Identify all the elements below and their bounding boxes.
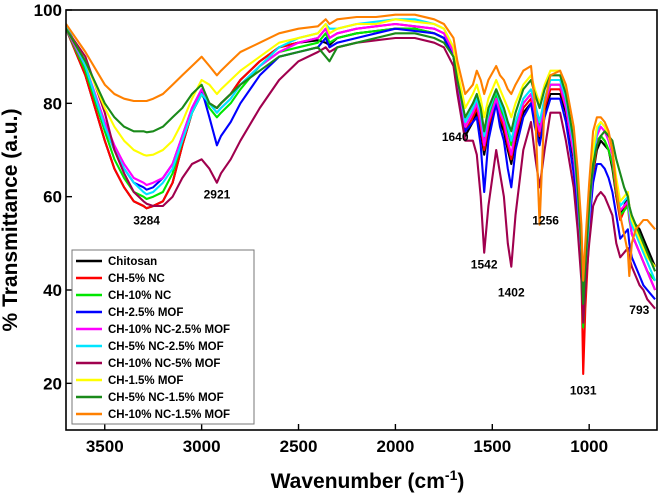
- legend-label: CH-1.5% MOF: [108, 375, 183, 387]
- legend-label: CH-5% NC-1.5% MOF: [108, 392, 224, 404]
- series-layer: [66, 13, 657, 376]
- x-tick-label: 1000: [570, 437, 608, 456]
- y-tick-label: 100: [34, 1, 62, 20]
- legend-label: CH-10% NC-1.5% MOF: [108, 409, 230, 421]
- x-tick-label: 2000: [376, 437, 414, 456]
- x-tick-label: 2500: [280, 437, 318, 456]
- legend-label: CH-10% NC-5% MOF: [108, 358, 220, 370]
- series-line-8: [66, 18, 656, 292]
- y-axis-title: % Transmittance (a.u.): [0, 109, 22, 332]
- y-tick-label: 40: [43, 281, 62, 300]
- y-tick-label: 80: [43, 94, 62, 113]
- peak-label: 1640: [442, 130, 469, 144]
- y-tick-label: 60: [43, 188, 62, 207]
- x-tick-label: 1500: [473, 437, 511, 456]
- series-line-7: [66, 28, 656, 324]
- x-axis: 3500 3000 2500 2000 1500 1000: [86, 424, 608, 456]
- peak-label: 1542: [471, 258, 498, 272]
- x-tick-label: 3500: [86, 437, 124, 456]
- x-axis-title-unit-exponent: -1: [445, 467, 458, 483]
- peak-label: 2921: [204, 188, 231, 202]
- peak-label: 1256: [532, 214, 559, 228]
- x-axis-title: Wavenumber (cm-1): [271, 467, 465, 493]
- legend-box: [71, 249, 255, 425]
- legend-label: CH-10% NC-2.5% MOF: [108, 324, 230, 336]
- legend-label: CH-5% NC: [108, 273, 165, 285]
- legend: Chitosan CH-5% NC CH-10% NC CH-2.5% MOF CH-1…: [71, 249, 255, 425]
- series-line-10: [66, 13, 656, 282]
- series-line-5: [66, 22, 657, 310]
- peak-label: 3284: [133, 213, 160, 227]
- legend-label: CH-5% NC-2.5% MOF: [108, 341, 224, 353]
- legend-label: CH-2.5% MOF: [108, 307, 183, 319]
- legend-label: CH-10% NC: [108, 290, 171, 302]
- peak-label: 793: [629, 303, 649, 317]
- x-tick-label: 3000: [183, 437, 221, 456]
- peak-label: 1031: [570, 384, 597, 398]
- peak-label: 1402: [498, 286, 525, 300]
- x-axis-title-close: ): [457, 470, 464, 493]
- legend-label: Chitosan: [108, 256, 157, 268]
- plot-frame: [65, 9, 658, 431]
- y-tick-label: 20: [43, 374, 62, 393]
- y-axis: 20 40 60 80 100: [34, 1, 72, 393]
- x-axis-title-main: Wavenumber (cm: [271, 470, 445, 493]
